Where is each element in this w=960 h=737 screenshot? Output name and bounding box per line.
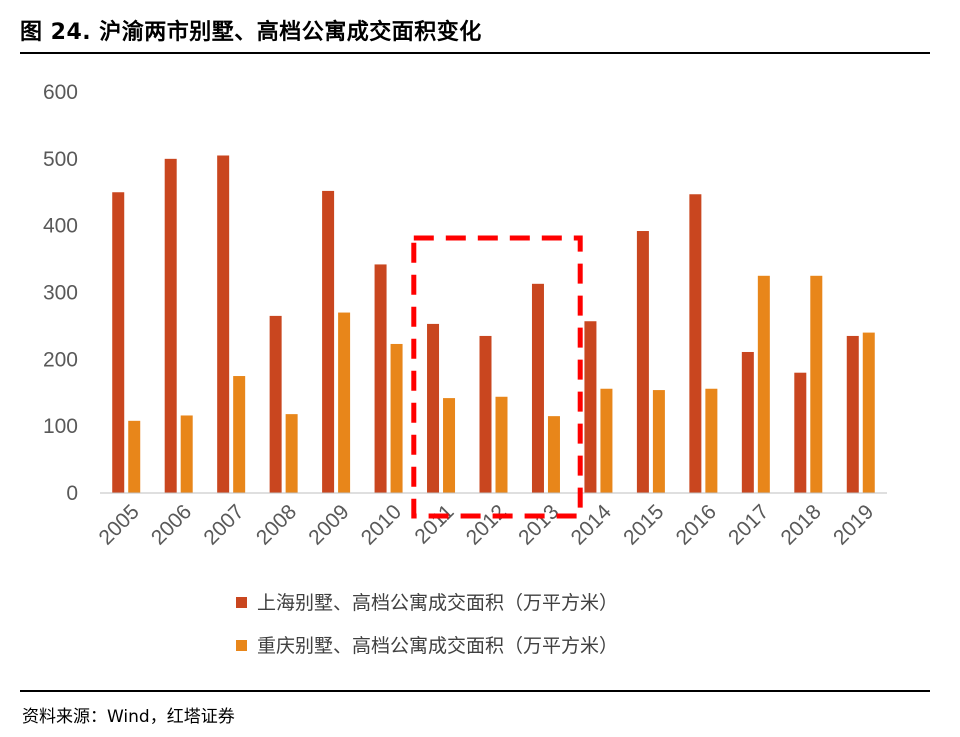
bar-chongqing	[705, 388, 718, 493]
bar-shanghai	[584, 321, 597, 493]
bar-chongqing	[652, 390, 665, 493]
bar-chongqing	[757, 275, 770, 493]
bar-chongqing	[810, 275, 823, 493]
bar-chongqing	[495, 396, 508, 493]
y-tick-label: 400	[43, 215, 78, 238]
y-axis: 0 100 200 300 400 500 600	[43, 81, 78, 505]
x-tick-label: 2008	[252, 500, 301, 549]
x-tick-label: 2006	[147, 500, 196, 549]
title-divider	[20, 52, 930, 54]
bar-chongqing	[600, 388, 613, 493]
legend: 上海别墅、高档公寓成交面积（万平方米） 重庆别墅、高档公寓成交面积（万平方米）	[236, 592, 618, 657]
bar-shanghai	[689, 194, 702, 493]
highlight-box	[411, 235, 583, 519]
bar-shanghai	[269, 315, 282, 493]
x-tick-label: 2009	[304, 500, 353, 549]
bar-chongqing	[338, 312, 351, 493]
y-tick-label: 100	[43, 415, 78, 438]
x-tick-label: 2017	[724, 500, 773, 549]
bar-chongqing	[547, 416, 560, 493]
x-tick-label: 2013	[514, 500, 563, 549]
bar-shanghai	[427, 323, 440, 493]
x-tick-label: 2019	[829, 500, 878, 549]
footer-divider	[20, 690, 930, 692]
bar-chongqing	[285, 414, 298, 493]
bar-chongqing	[128, 420, 141, 493]
legend-label-shanghai: 上海别墅、高档公寓成交面积（万平方米）	[257, 592, 618, 614]
x-tick-label: 2005	[94, 500, 143, 549]
bar-chongqing	[862, 332, 875, 493]
bar-shanghai	[531, 283, 544, 493]
x-tick-label: 2011	[410, 500, 458, 548]
bar-shanghai	[322, 190, 335, 493]
bar-shanghai	[217, 155, 230, 493]
bar-shanghai	[636, 231, 649, 493]
bar-chongqing	[180, 415, 193, 493]
bar-chongqing	[443, 398, 456, 493]
bar-shanghai	[794, 372, 807, 493]
bar-chongqing	[233, 376, 246, 493]
x-tick-label: 2018	[777, 500, 826, 549]
x-tick-label: 2016	[672, 500, 721, 549]
x-axis: 2005 2006 2007 2008 2009 2010 2011 2012 2013 2014…	[94, 500, 878, 550]
legend-swatch-chongqing	[236, 640, 247, 651]
y-tick-label: 0	[66, 482, 78, 505]
bar-shanghai	[374, 264, 387, 493]
bar-shanghai	[479, 335, 492, 493]
bar-shanghai	[741, 351, 754, 493]
bar-chart: 0 100 200 300 400 500 600 2005 2006 2007 2008 2009…	[43, 81, 887, 657]
bar-chongqing	[390, 343, 403, 493]
y-tick-label: 600	[43, 81, 78, 104]
x-tick-label: 2010	[357, 500, 406, 549]
x-tick-label: 2012	[462, 500, 511, 549]
bar-shanghai	[846, 335, 859, 493]
figure-title: 图 24. 沪渝两市别墅、高档公寓成交面积变化	[20, 20, 482, 45]
legend-swatch-shanghai	[236, 597, 247, 608]
legend-label-chongqing: 重庆别墅、高档公寓成交面积（万平方米）	[257, 635, 618, 657]
y-tick-label: 500	[43, 148, 78, 171]
y-tick-label: 200	[43, 348, 78, 371]
y-tick-label: 300	[43, 282, 78, 305]
x-tick-label: 2015	[619, 500, 668, 549]
source-note: 资料来源：Wind，红塔证券	[22, 707, 235, 727]
x-tick-label: 2014	[567, 500, 617, 550]
bar-shanghai	[164, 158, 177, 494]
bar-shanghai	[112, 192, 125, 493]
x-tick-label: 2007	[199, 500, 248, 549]
bar-series	[112, 155, 875, 494]
